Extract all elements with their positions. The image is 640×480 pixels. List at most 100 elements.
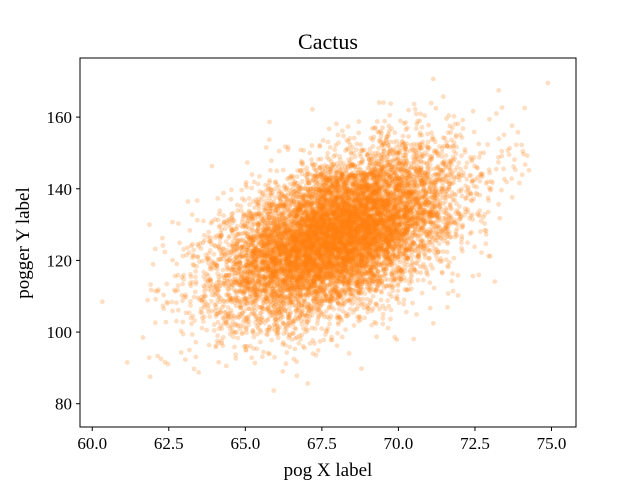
- scatter-point: [412, 232, 417, 238]
- scatter-point: [364, 220, 370, 226]
- scatter-point: [234, 202, 240, 208]
- scatter-point: [364, 183, 370, 189]
- scatter-point: [337, 154, 343, 159]
- scatter-point: [230, 210, 236, 216]
- scatter-point: [322, 258, 327, 264]
- scatter-point: [380, 311, 386, 317]
- scatter-point: [193, 274, 198, 280]
- scatter-point: [363, 271, 369, 277]
- scatter-point: [233, 352, 239, 357]
- scatter-point: [405, 218, 411, 224]
- scatter-point: [417, 172, 423, 178]
- scatter-point: [395, 288, 401, 294]
- scatter-point: [398, 225, 404, 231]
- scatter-point: [261, 241, 266, 247]
- scatter-point: [416, 210, 421, 215]
- scatter-point: [282, 256, 288, 262]
- scatter-point: [286, 219, 292, 225]
- scatter-point: [330, 209, 335, 215]
- scatter-point: [249, 254, 255, 260]
- scatter-point: [463, 164, 469, 170]
- scatter-point: [405, 237, 411, 242]
- scatter-point: [352, 175, 358, 181]
- scatter-point: [318, 252, 323, 258]
- scatter-point: [451, 140, 457, 146]
- scatter-point: [339, 334, 345, 340]
- scatter-point: [411, 160, 417, 165]
- scatter-point: [376, 203, 382, 209]
- scatter-point: [258, 339, 263, 345]
- scatter-point: [336, 205, 342, 211]
- scatter-point: [410, 300, 415, 306]
- scatter-point: [377, 212, 383, 217]
- scatter-point: [223, 273, 229, 278]
- scatter-point: [188, 303, 193, 308]
- scatter-point: [346, 176, 351, 182]
- scatter-point: [251, 289, 257, 294]
- scatter-point: [362, 169, 368, 175]
- scatter-point: [339, 218, 344, 224]
- scatter-point: [214, 338, 220, 344]
- scatter-point: [354, 232, 360, 238]
- scatter-point: [351, 135, 357, 141]
- scatter-point: [215, 333, 221, 339]
- scatter-point: [286, 335, 291, 340]
- scatter-point: [330, 250, 335, 256]
- scatter-point: [270, 247, 275, 253]
- scatter-point: [162, 249, 168, 255]
- scatter-point: [305, 229, 310, 235]
- scatter-point: [450, 288, 456, 294]
- scatter-point: [228, 285, 234, 290]
- scatter-point: [371, 134, 377, 140]
- scatter-point: [235, 335, 241, 341]
- scatter-point: [501, 132, 507, 138]
- scatter-point: [368, 268, 374, 273]
- scatter-point: [410, 247, 415, 253]
- scatter-point: [317, 268, 323, 274]
- scatter-point: [352, 181, 358, 187]
- scatter-point: [362, 196, 367, 202]
- scatter-point: [284, 350, 290, 355]
- scatter-point: [267, 237, 273, 242]
- scatter-point: [330, 183, 336, 189]
- scatter-point: [429, 154, 435, 160]
- scatter-point: [249, 293, 255, 299]
- scatter-point: [407, 217, 412, 223]
- scatter-point: [316, 203, 321, 208]
- scatter-point: [305, 381, 311, 386]
- scatter-point: [258, 283, 263, 289]
- scatter-point: [416, 190, 422, 196]
- scatter-point: [364, 261, 370, 267]
- scatter-point: [268, 158, 274, 164]
- scatter-point: [224, 262, 230, 268]
- scatter-point: [340, 229, 346, 235]
- scatter-point: [163, 319, 169, 325]
- scatter-point: [379, 184, 385, 190]
- scatter-point: [429, 156, 435, 162]
- scatter-point: [319, 241, 325, 247]
- scatter-point: [401, 301, 407, 307]
- scatter-point: [327, 145, 333, 150]
- scatter-point: [290, 280, 296, 286]
- scatter-point: [317, 256, 323, 262]
- scatter-point: [286, 294, 292, 300]
- scatter-point: [339, 237, 344, 243]
- scatter-point: [216, 359, 222, 365]
- scatter-point: [383, 205, 389, 211]
- scatter-point: [213, 344, 219, 350]
- scatter-point: [164, 281, 170, 287]
- scatter-point: [396, 206, 402, 212]
- scatter-point: [459, 135, 465, 141]
- scatter-point: [274, 168, 280, 174]
- scatter-point: [430, 76, 436, 82]
- scatter-point: [467, 173, 473, 178]
- scatter-point: [299, 258, 305, 264]
- scatter-point: [277, 245, 282, 251]
- scatter-point: [373, 215, 378, 221]
- scatter-point: [355, 283, 361, 288]
- scatter-point: [386, 215, 391, 221]
- scatter-point: [259, 260, 265, 266]
- scatter-point: [312, 215, 317, 221]
- scatter-point: [451, 113, 457, 119]
